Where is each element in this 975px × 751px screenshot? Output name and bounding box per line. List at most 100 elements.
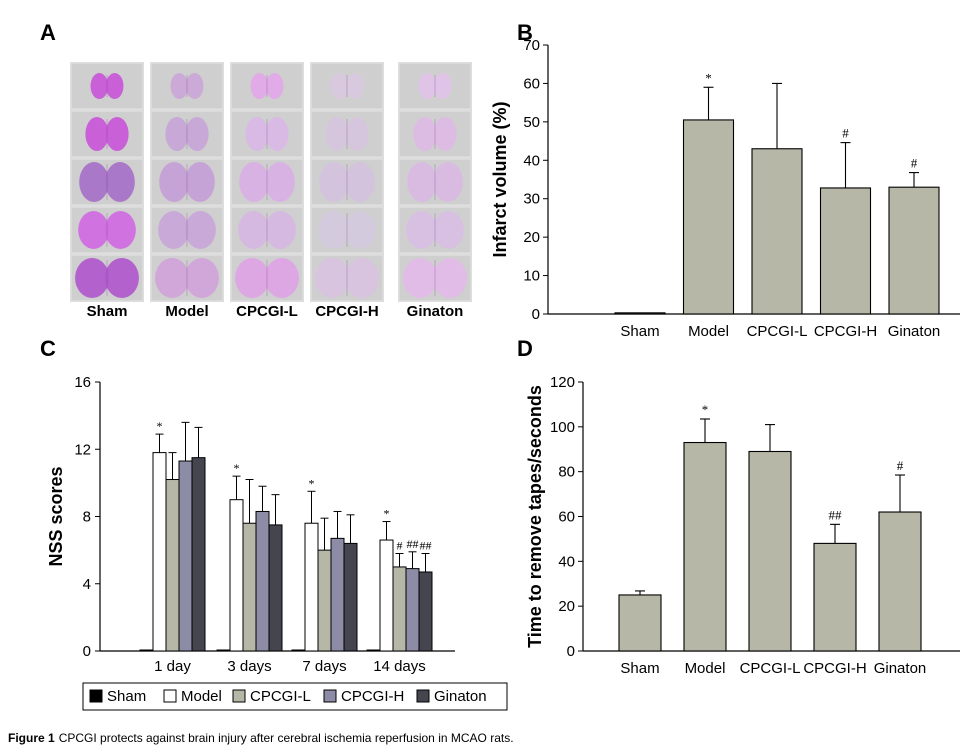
brain-slice-hemisphere-left [165,117,189,151]
bar-14-days-cpcgi-h [405,568,420,652]
brain-slice-hemisphere-right [185,211,216,249]
slice-column-label-sham: Sham [87,303,128,320]
brain-slice-hemisphere-left [245,117,269,151]
bar-7-days-ginaton [343,542,358,652]
x-tick-label-ginaton: Ginaton [874,660,927,677]
significance-mark-model: * [702,402,709,417]
bar-1-day-cpcgi-h [178,460,193,652]
significance-mark-cpcgi-h: # [842,126,849,141]
significance-mark-7-days-model: * [309,476,315,490]
panel-label-b: B [517,20,533,45]
y-tick-label: 80 [558,464,575,481]
y-tick-label: 0 [83,643,91,660]
slice-tile [398,110,472,158]
brain-slice-hemisphere-left [170,73,189,99]
significance-mark-14-days-cpcgi-h: ## [407,537,419,551]
y-tick-label: 60 [558,509,575,526]
bar-1-day-sham [139,649,154,652]
bar-ginaton [888,186,940,315]
brain-slice-hemisphere-right [265,211,296,249]
brain-slice-hemisphere-right [345,211,376,249]
brain-slice-hemisphere-right [184,258,219,298]
brain-slice-hemisphere-right [265,73,284,99]
legend-swatch-sham [89,689,103,703]
bar-cpcgi-h [813,542,857,652]
legend-swatch-ginaton [416,689,430,703]
bar-3-days-cpcgi-l [242,522,257,652]
y-tick-label: 0 [532,306,540,323]
brain-slice-hemisphere-right [265,162,295,202]
brain-slice-hemisphere-right [433,117,457,151]
brain-slice-hemisphere-left [79,162,109,202]
bar-cpcgi-l [751,148,803,315]
x-tick-label-sham: Sham [620,660,659,677]
x-tick-label-model: Model [688,323,729,340]
slice-column-label-cpcgi-l: CPCGI-L [236,303,298,320]
brain-slice-hemisphere-left [90,73,109,99]
y-tick-label: 70 [523,37,540,54]
x-tick-label-model: Model [685,660,726,677]
significance-mark-14-days-cpcgi-l: # [397,538,403,552]
brain-slice-hemisphere-right [185,162,215,202]
bar-1-day-cpcgi-l [165,479,180,652]
legend-label-cpcgi-h: CPCGI-H [341,688,404,705]
significance-mark-model: * [705,70,712,85]
brain-slice-hemisphere-right [264,258,299,298]
legend-swatch-cpcgi-l [232,689,246,703]
caption-label: Figure 1 [8,731,55,745]
slice-tile [230,62,304,110]
y-tick-label: 12 [74,441,91,458]
brain-slice-hemisphere-right [345,162,375,202]
y-tick-label: 120 [550,374,575,391]
brain-slice-hemisphere-left [250,73,269,99]
bar-14-days-ginaton [418,571,433,652]
brain-slice-hemisphere-right [433,211,464,249]
brain-slice-hemisphere-right [185,73,204,99]
y-axis-label: Time to remove tapes/seconds [525,385,545,648]
brain-slice-hemisphere-left [75,258,110,298]
brain-slice-hemisphere-left [235,258,270,298]
brain-slice-hemisphere-left [325,117,349,151]
y-tick-label: 30 [523,191,540,208]
chart-c-nss-scores: 0 4 8 12 16 NSS scores 1 day 3 days 7 days 14 day… [46,374,508,711]
x-tick-label-sham: Sham [620,323,659,340]
bar-cpcgi-l [748,450,792,652]
brain-slice-hemisphere-left [159,162,189,202]
brain-slice-hemisphere-left [319,162,349,202]
y-tick-label: 8 [83,509,91,526]
y-tick-label: 100 [550,419,575,436]
brain-slice-hemisphere-left [330,73,349,99]
legend-swatch-model [163,689,177,703]
brain-slice-hemisphere-left [407,162,437,202]
brain-slice-hemisphere-left [155,258,190,298]
bar-7-days-sham [291,649,306,652]
slice-column-label-cpcgi-h: CPCGI-H [315,303,378,320]
bar-3-days-sham [216,649,231,652]
x-tick-label-cpcgi-l: CPCGI-L [747,323,808,340]
bar-ginaton [878,511,922,652]
brain-slice-hemisphere-right [265,117,289,151]
brain-slice-hemisphere-right [105,73,124,99]
x-tick-label-7-days: 7 days [302,658,346,675]
bar-sham [618,594,662,652]
y-tick-label: 60 [523,75,540,92]
chart-d-tape-removal: 0 20 40 60 80 100 120 Time to remove tapes/seco… [525,374,960,677]
x-tick-label-cpcgi-h: CPCGI-H [814,323,877,340]
brain-slice-hemisphere-left [318,211,349,249]
y-tick-label: 20 [523,229,540,246]
x-tick-label-ginaton: Ginaton [888,323,941,340]
brain-slice-hemisphere-right [105,211,136,249]
brain-slice-hemisphere-left [85,117,109,151]
y-axis-label: NSS scores [46,466,66,566]
significance-mark-cpcgi-h: ## [829,507,843,522]
y-tick-label: 0 [567,643,575,660]
bar-14-days-cpcgi-l [392,566,407,652]
brain-slice-hemisphere-left [315,258,350,298]
brain-slice-hemisphere-right [433,162,463,202]
significance-mark-3-days-model: * [234,461,240,475]
significance-mark-1-day-model: * [157,419,163,433]
x-tick-label-cpcgi-l: CPCGI-L [740,660,801,677]
panel-a-brain-slices: Sham Model CPCGI-L CPCGI-H Ginaton [70,62,472,320]
significance-mark-ginaton: # [911,156,918,171]
